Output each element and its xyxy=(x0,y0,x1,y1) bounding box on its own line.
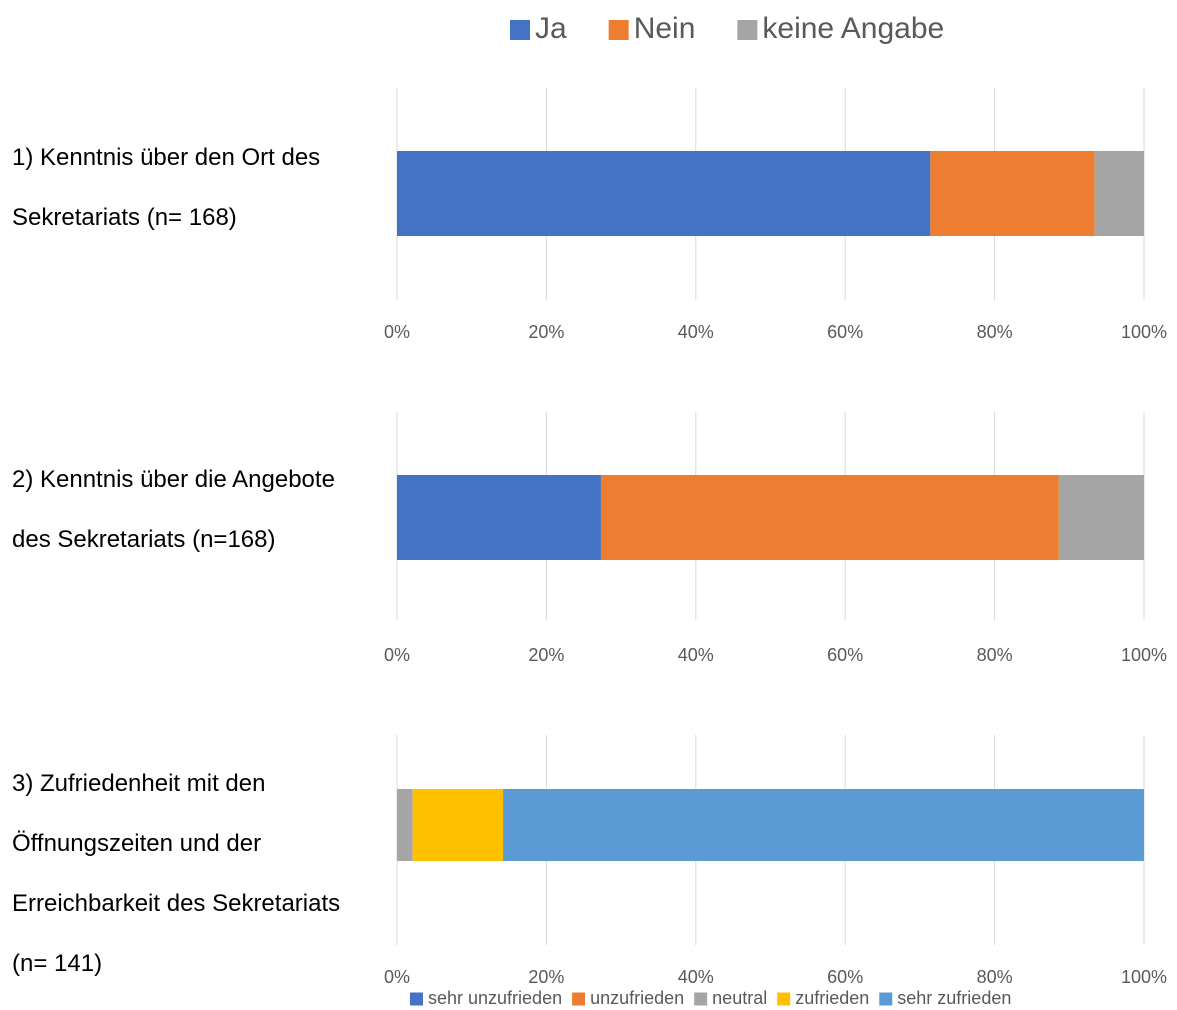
x-tick-label: 20% xyxy=(528,967,564,987)
category-label: 3) Zufriedenheit mit den Öffnungszeiten … xyxy=(12,770,341,977)
legend-label: Ja xyxy=(535,12,567,45)
legend-label: Nein xyxy=(634,12,696,45)
legend-label: zufrieden xyxy=(795,988,869,1008)
bar-segment xyxy=(600,475,1059,560)
legend-label: keine Angabe xyxy=(762,12,944,45)
x-tick-label: 100% xyxy=(1121,967,1167,987)
bar-segment xyxy=(930,151,1095,236)
legend-swatch xyxy=(777,992,791,1006)
x-tick-label: 60% xyxy=(827,645,863,665)
x-tick-label: 80% xyxy=(977,967,1013,987)
category-label: 2) Kenntnis über die Angebote des Sekret… xyxy=(12,466,335,553)
x-tick-label: 80% xyxy=(977,645,1013,665)
x-tick-label: 100% xyxy=(1121,645,1167,665)
x-tick-label: 0% xyxy=(384,645,410,665)
bar-segment xyxy=(397,475,601,560)
bar-segment xyxy=(1058,475,1144,560)
x-tick-label: 40% xyxy=(678,645,714,665)
bar-segment xyxy=(1094,151,1144,236)
legend-swatch xyxy=(879,992,893,1006)
x-tick-label: 60% xyxy=(827,322,863,342)
category-label: 1) Kenntnis über den Ort des Sekretariat… xyxy=(12,144,321,231)
x-tick-label: 0% xyxy=(384,322,410,342)
x-tick-label: 0% xyxy=(384,967,410,987)
legend-label: sehr unzufrieden xyxy=(428,988,562,1008)
bar-segment xyxy=(397,151,931,236)
legend-swatch xyxy=(510,20,530,40)
legend-label: sehr zufrieden xyxy=(897,988,1011,1008)
x-tick-label: 40% xyxy=(678,967,714,987)
bar-segment xyxy=(397,789,413,861)
x-tick-label: 80% xyxy=(977,322,1013,342)
legend-swatch xyxy=(737,20,758,40)
bar-segment xyxy=(412,789,504,861)
x-tick-label: 100% xyxy=(1121,322,1167,342)
legend-swatch xyxy=(694,992,708,1006)
x-tick-label: 60% xyxy=(827,967,863,987)
legend-swatch xyxy=(572,992,586,1006)
legend-swatch xyxy=(608,20,629,40)
legend-label: neutral xyxy=(712,988,767,1008)
x-tick-label: 20% xyxy=(528,322,564,342)
bar-segment xyxy=(503,789,1145,861)
legend-swatch xyxy=(410,992,423,1006)
legend-label: unzufrieden xyxy=(590,988,684,1008)
x-tick-label: 20% xyxy=(528,645,564,665)
x-tick-label: 40% xyxy=(678,322,714,342)
